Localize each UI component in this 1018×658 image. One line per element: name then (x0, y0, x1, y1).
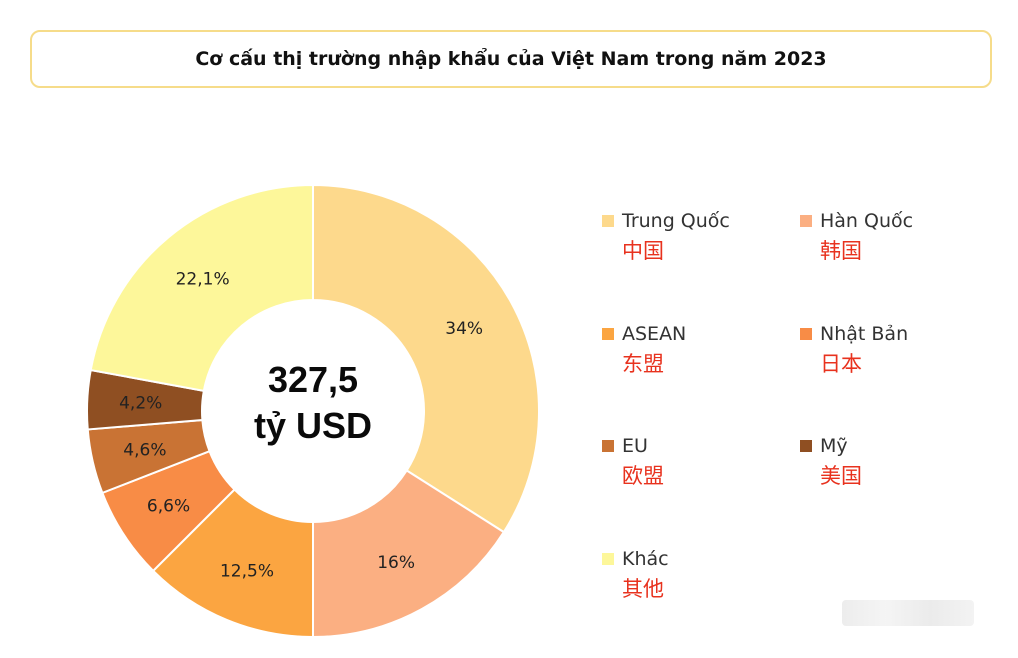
slice-1 (312, 469, 506, 639)
slice-label-3: 6,6% (147, 496, 190, 516)
slice-labels: 34% 16% 12,5% 6,6% 4,6% 4,2% 22,1% (119, 269, 483, 581)
donut-slices (86, 183, 540, 639)
slice-6 (89, 183, 314, 393)
chart-title-box: Cơ cấu thị trường nhập khẩu của Việt Nam… (30, 30, 992, 88)
slice-2 (151, 488, 314, 639)
center-total-unit: tỷ USD (254, 405, 372, 446)
slice-label-5: 4,2% (119, 393, 162, 413)
chart-title: Cơ cấu thị trường nhập khẩu của Việt Nam… (195, 48, 827, 70)
watermark-logo (842, 600, 974, 626)
slice-label-1: 16% (377, 553, 415, 573)
slice-label-0: 34% (445, 319, 483, 339)
center-total-value: 327,5 (268, 359, 358, 400)
slice-label-6: 22,1% (176, 269, 230, 289)
slice-0 (312, 183, 540, 534)
slice-label-4: 4,6% (123, 441, 166, 461)
slice-label-2: 12,5% (220, 561, 274, 581)
